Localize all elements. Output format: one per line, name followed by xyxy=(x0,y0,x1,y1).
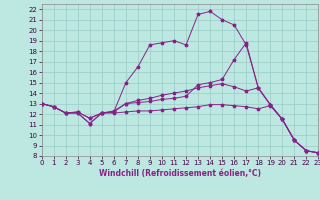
X-axis label: Windchill (Refroidissement éolien,°C): Windchill (Refroidissement éolien,°C) xyxy=(99,169,261,178)
